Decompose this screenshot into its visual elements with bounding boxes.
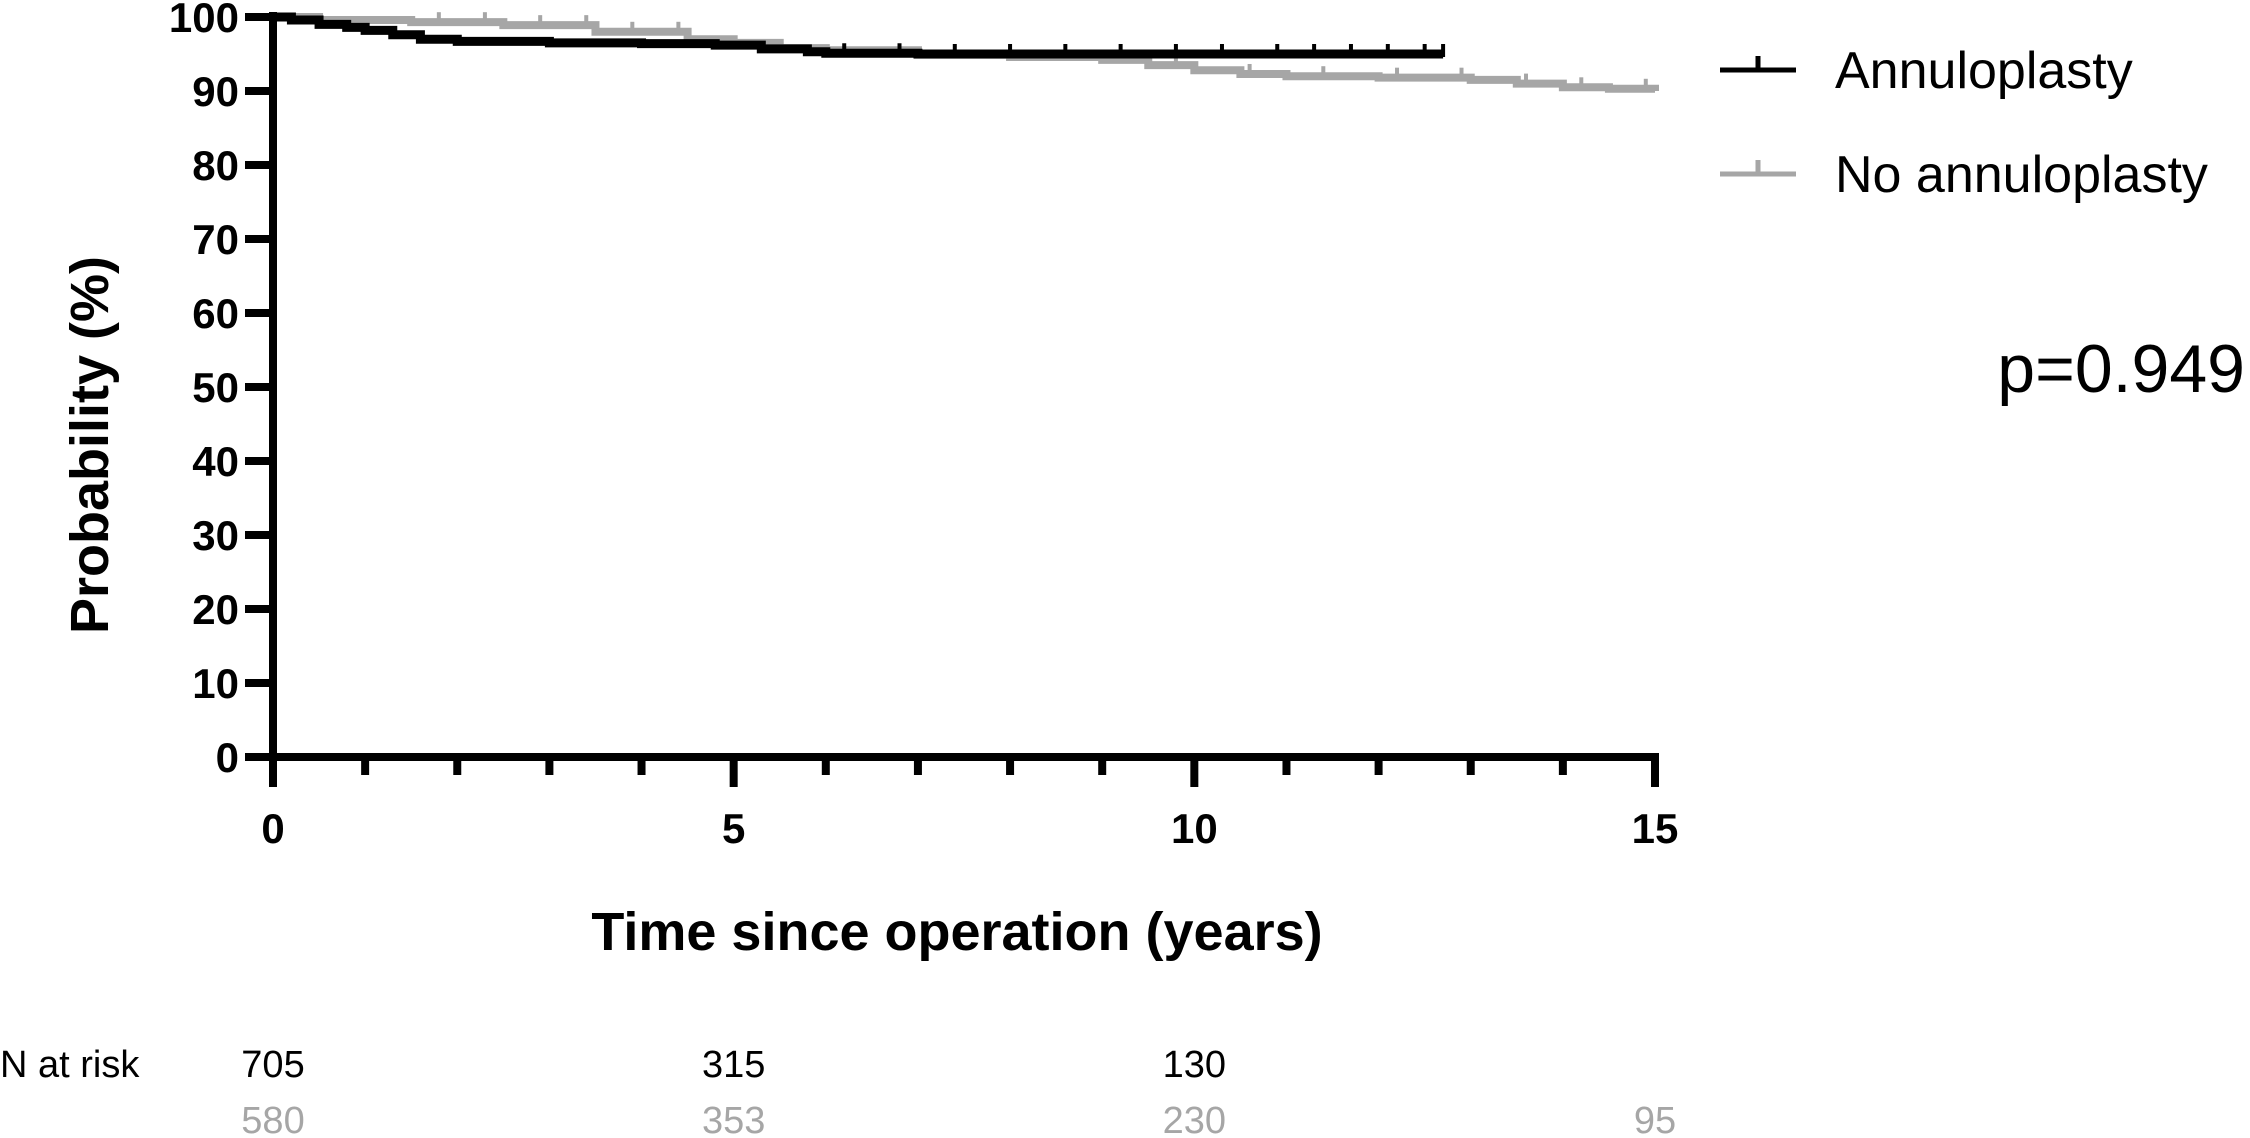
- at-risk-table: N at risk 705 315 130 580 353 230 95: [0, 1044, 1676, 1138]
- y-tick-label-90: 90: [192, 68, 239, 115]
- legend-label-annuloplasty: Annuloplasty: [1835, 42, 2133, 100]
- at-risk-no-annuloplasty-t15: 95: [1634, 1100, 1676, 1138]
- survival-curves: [273, 12, 1659, 93]
- y-axis-title: Probability (%): [60, 256, 120, 634]
- x-tick-label-10: 10: [1171, 805, 1218, 852]
- y-tick-label-70: 70: [192, 216, 239, 263]
- x-tick-label-0: 0: [261, 805, 284, 852]
- y-tick-label-10: 10: [192, 660, 239, 707]
- y-tick-label-40: 40: [192, 438, 239, 485]
- legend: Annuloplasty No annuloplasty: [1720, 42, 2208, 204]
- legend-label-no-annuloplasty: No annuloplasty: [1835, 146, 2208, 204]
- at-risk-no-annuloplasty-t0: 580: [241, 1100, 304, 1138]
- p-value-annotation: p=0.949: [1997, 331, 2245, 407]
- at-risk-annuloplasty-t0: 705: [241, 1044, 304, 1086]
- y-tick-label-80: 80: [192, 142, 239, 189]
- at-risk-annuloplasty-t5: 315: [702, 1044, 765, 1086]
- y-tick-label-60: 60: [192, 290, 239, 337]
- legend-item-annuloplasty: Annuloplasty: [1720, 42, 2133, 100]
- x-tick-label-5: 5: [722, 805, 745, 852]
- at-risk-no-annuloplasty-t10: 230: [1163, 1100, 1226, 1138]
- x-tick-label-15: 15: [1632, 805, 1679, 852]
- legend-item-no-annuloplasty: No annuloplasty: [1720, 146, 2208, 204]
- x-axis-title: Time since operation (years): [591, 902, 1322, 962]
- y-tick-label-50: 50: [192, 364, 239, 411]
- at-risk-no-annuloplasty-t5: 353: [702, 1100, 765, 1138]
- at-risk-annuloplasty-t10: 130: [1163, 1044, 1226, 1086]
- axes: 0 10 20 30 40 50 60 70 80 90 100 0 5 10 15: [169, 0, 1678, 852]
- y-tick-label-30: 30: [192, 512, 239, 559]
- y-tick-label-100: 100: [169, 0, 239, 41]
- at-risk-label: N at risk: [0, 1044, 140, 1086]
- y-tick-label-20: 20: [192, 586, 239, 633]
- km-curve-annuloplasty: [273, 12, 1444, 59]
- series-annuloplasty: [273, 12, 1446, 59]
- y-tick-label-0: 0: [216, 734, 239, 781]
